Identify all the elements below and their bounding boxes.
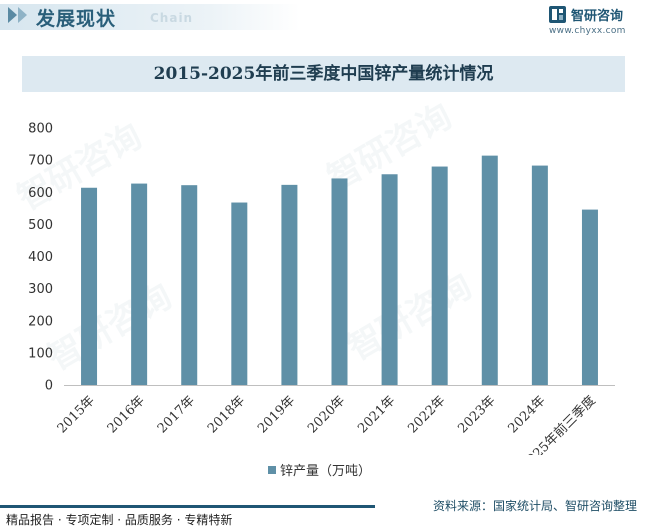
x-tick-label: 2023年 <box>455 393 498 436</box>
x-tick-label: 2015年 <box>55 393 98 436</box>
y-tick-label: 200 <box>28 314 53 329</box>
y-tick-label: 600 <box>28 186 53 201</box>
chart-title-box: 2015-2025年前三季度中国锌产量统计情况 <box>22 56 625 92</box>
y-tick-label: 400 <box>28 250 53 265</box>
y-tick-label: 500 <box>28 218 53 233</box>
x-tick-label: 2019年 <box>255 393 298 436</box>
legend: 锌产量（万吨） <box>268 459 371 479</box>
x-tick-label: 2021年 <box>355 393 398 436</box>
x-tick-label: 2024年 <box>505 393 548 436</box>
section-subtitle: Chain <box>150 11 194 25</box>
bar <box>181 185 198 385</box>
brand-url: www.chyxx.com <box>549 26 626 36</box>
bar <box>281 184 298 385</box>
legend-label: 锌产量（万吨） <box>280 464 372 479</box>
bar <box>331 178 348 385</box>
bar-chart: 0 100 200 300 400 500 600 700 800 2015年 2016年 2017年… <box>28 122 615 455</box>
section-header: 发展现状 Chain 智研咨询 www.chyxx.com <box>0 0 647 40</box>
bar <box>531 165 548 385</box>
legend-swatch <box>268 465 276 474</box>
bar <box>231 202 248 385</box>
y-tick-label: 700 <box>28 154 53 169</box>
y-tick-label: 0 <box>45 379 53 394</box>
y-tick-label: 300 <box>28 282 53 297</box>
x-tick-label: 2016年 <box>105 393 148 436</box>
chart-title: 2015-2025年前三季度中国锌产量统计情况 <box>153 64 494 84</box>
bar <box>431 166 448 385</box>
bar <box>81 187 98 385</box>
bar <box>481 155 498 385</box>
bar <box>131 183 148 385</box>
chevron-icon <box>18 7 27 23</box>
x-tick-label: 2017年 <box>155 393 198 436</box>
chevron-icon <box>8 7 17 23</box>
x-tick-label: 2018年 <box>205 393 248 436</box>
footer-tagline: 精品报告 · 专项定制 · 品质服务 · 专精特新 <box>6 513 233 527</box>
y-tick-label: 100 <box>28 346 53 361</box>
header-bar <box>0 4 300 30</box>
x-tick-label: 2022年 <box>405 393 448 436</box>
bar <box>381 174 398 385</box>
section-title: 发展现状 <box>36 8 117 30</box>
source-note: 资料来源：国家统计局、智研咨询整理 <box>432 499 637 513</box>
brand-name: 智研咨询 <box>571 9 624 24</box>
y-tick-label: 800 <box>28 122 53 137</box>
brand-logo-icon <box>549 6 566 23</box>
footer-divider <box>0 505 375 508</box>
x-tick-label: 2020年 <box>305 393 348 436</box>
brand: 智研咨询 www.chyxx.com <box>549 5 639 37</box>
bar <box>581 209 598 385</box>
